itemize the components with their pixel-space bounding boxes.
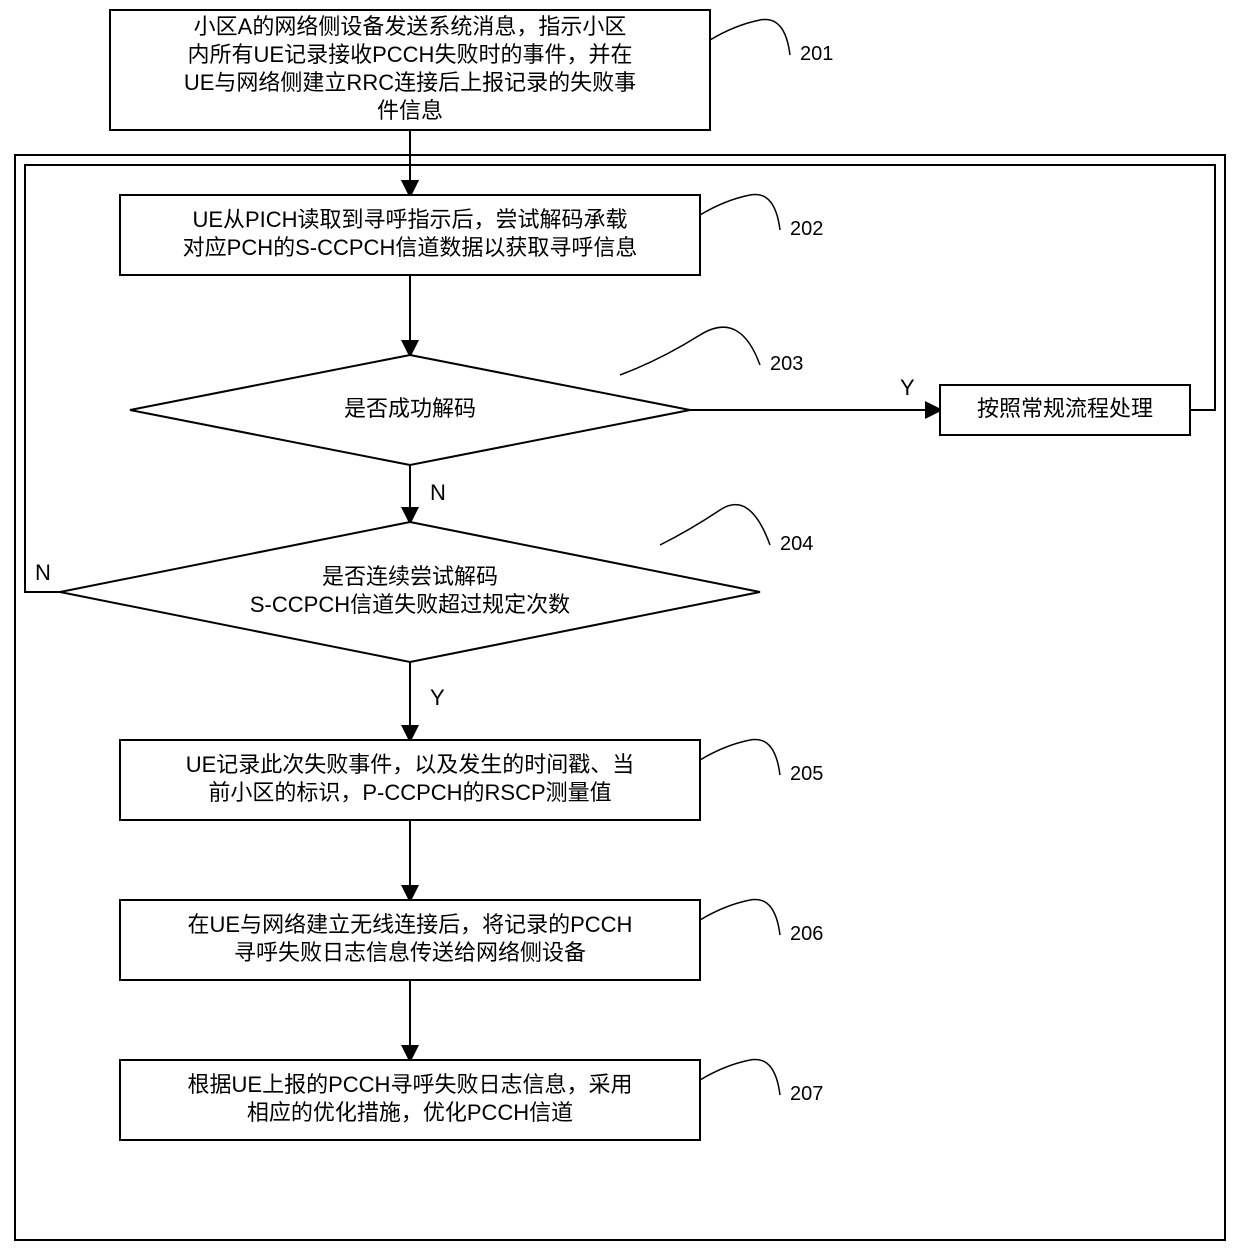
node-text: 寻呼失败日志信息传送给网络侧设备 — [234, 940, 586, 965]
ref-label: 203 — [770, 353, 803, 375]
node-text: 按照常规流程处理 — [977, 396, 1153, 421]
ref-label: 202 — [790, 218, 823, 240]
ref-label: 204 — [780, 533, 813, 555]
node-text: 根据UE上报的PCCH寻呼失败日志信息，采用 — [188, 1072, 633, 1097]
node-text: S-CCPCH信道失败超过规定次数 — [250, 592, 570, 617]
ref-label: 205 — [790, 763, 823, 785]
ref-leader — [700, 739, 780, 775]
node-text: 是否连续尝试解码 — [322, 564, 498, 589]
edge-label: N — [430, 480, 446, 505]
flow-node-n204: 是否连续尝试解码 S-CCPCH信道失败超过规定次数 204 — [60, 505, 813, 662]
node-text: 相应的优化措施，优化PCCH信道 — [247, 1100, 573, 1125]
edge-label: Y — [430, 685, 445, 710]
ref-label: 207 — [790, 1083, 823, 1105]
node-text: 件信息 — [377, 98, 443, 123]
flow-node-n202: UE从PICH读取到寻呼指示后，尝试解码承载对应PCH的S-CCPCH信道数据以… — [120, 194, 823, 275]
node-text: UE从PICH读取到寻呼指示后，尝试解码承载 — [192, 207, 627, 232]
flow-node-n203: 是否成功解码 203 — [130, 327, 803, 465]
node-text: 前小区的标识，P-CCPCH的RSCP测量值 — [208, 780, 611, 805]
ref-leader — [620, 327, 760, 375]
flow-node-n205: UE记录此次失败事件，以及发生的时间戳、当前小区的标识，P-CCPCH的RSCP… — [120, 739, 823, 820]
edge-label: Y — [900, 375, 915, 400]
flow-node-n203_side: 按照常规流程处理 — [940, 385, 1190, 435]
ref-label: 201 — [800, 43, 833, 65]
ref-leader — [700, 899, 780, 935]
node-text: 对应PCH的S-CCPCH信道数据以获取寻呼信息 — [183, 235, 638, 260]
node-text: UE与网络侧建立RRC连接后上报记录的失败事 — [184, 70, 636, 95]
edge-label: N — [35, 560, 51, 585]
ref-leader — [700, 194, 780, 230]
ref-label: 206 — [790, 923, 823, 945]
node-text: 内所有UE记录接收PCCH失败时的事件，并在 — [188, 42, 633, 67]
flow-node-n206: 在UE与网络建立无线连接后，将记录的PCCH 寻呼失败日志信息传送给网络侧设备 20… — [120, 899, 823, 980]
flowchart-canvas: Y N Y N 小区A的网络侧设备发送系统消息，指示小区内所有UE记录接收PCCH失败时… — [0, 0, 1240, 1252]
flow-node-n207: 根据UE上报的PCCH寻呼失败日志信息，采用相应的优化措施，优化PCCH信道 20… — [120, 1059, 823, 1140]
ref-leader — [660, 505, 770, 545]
node-text: 在UE与网络建立无线连接后，将记录的PCCH — [188, 912, 633, 937]
node-text: 小区A的网络侧设备发送系统消息，指示小区 — [194, 14, 627, 39]
ref-leader — [710, 19, 790, 55]
flow-node-n201: 小区A的网络侧设备发送系统消息，指示小区内所有UE记录接收PCCH失败时的事件，… — [110, 10, 833, 130]
node-text: 是否成功解码 — [344, 396, 476, 421]
nodes-group: 小区A的网络侧设备发送系统消息，指示小区内所有UE记录接收PCCH失败时的事件，… — [60, 10, 1190, 1140]
node-text: UE记录此次失败事件，以及发生的时间戳、当 — [186, 752, 635, 777]
ref-leader — [700, 1059, 780, 1095]
